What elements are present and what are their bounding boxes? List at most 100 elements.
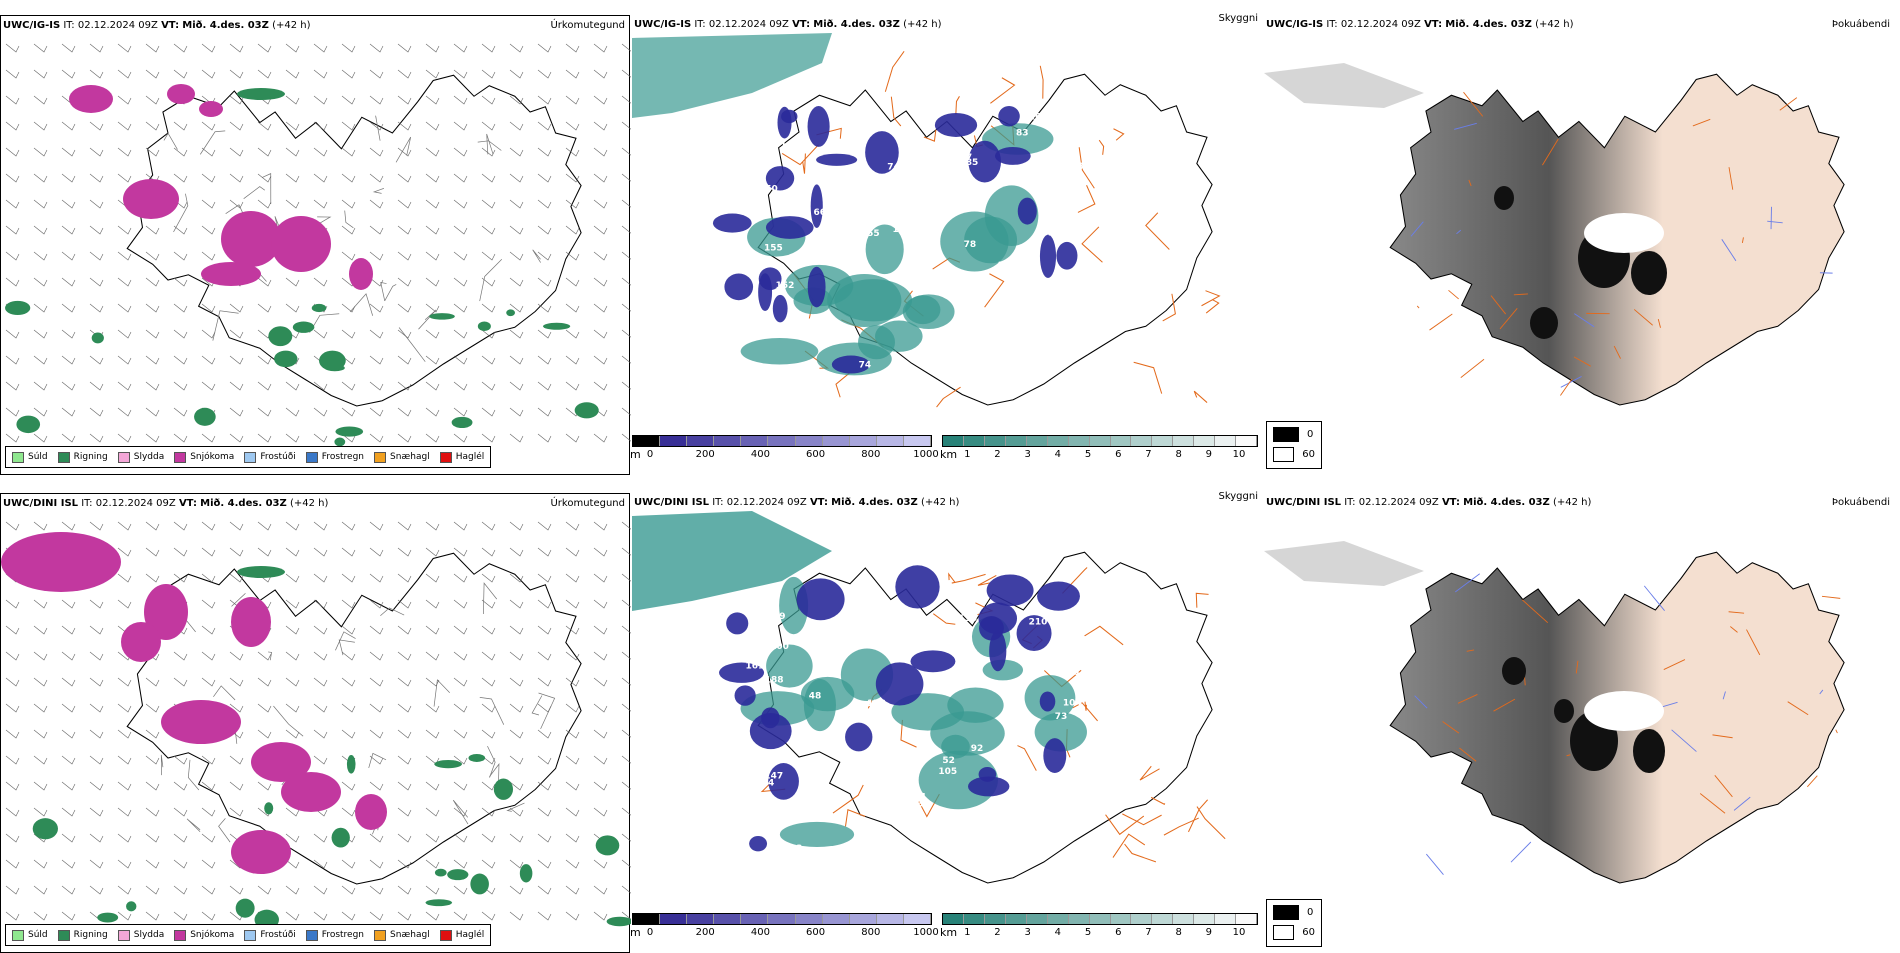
colorbar-tick: 7 <box>1145 449 1152 460</box>
legend-swatch <box>244 929 257 941</box>
precip-type-panel-bottom: UWC/DINI ISL IT: 02.12.2024 09Z VT: Mið.… <box>0 493 631 953</box>
legend-swatch <box>12 929 24 941</box>
colorbar-tick: 10 <box>1232 927 1246 938</box>
legend-swatch <box>244 451 257 463</box>
visibility-value-label: 46 <box>1038 333 1051 343</box>
precip-type-legend: Súld Rigning Slydda Snjókoma Frostúði Frostre… <box>5 446 492 468</box>
visibility-value-label: 119 <box>767 612 786 622</box>
panel-title: Skyggni <box>1218 491 1258 502</box>
legend-item: Frostregn <box>305 929 364 941</box>
precip-type-map <box>5 43 631 447</box>
fog-panel-bottom: UWC/DINI ISL IT: 02.12.2024 09Z VT: Mið.… <box>1264 493 1894 953</box>
visibility-value-label: 66 <box>813 208 826 218</box>
panel-title: Úrkomutegund <box>550 20 625 31</box>
legend-item: Snæhagl <box>374 929 430 941</box>
visibility-value-label: 98 <box>896 187 909 197</box>
colorbar-tick: 9 <box>1205 449 1213 460</box>
visibility-panel-bottom: UWC/DINI ISL IT: 02.12.2024 09Z VT: Mið.… <box>630 491 1262 953</box>
visibility-value-label: 69 <box>872 620 885 630</box>
visibility-value-label: 84 <box>1017 247 1030 257</box>
visibility-value-label: 135 <box>958 614 977 624</box>
visibility-value-label: 446 <box>810 795 829 805</box>
visibility-map: 188 74 105 147 155 446 104 187 126 87 35 100 92 127 16… <box>632 511 1226 884</box>
colorbar-unit: m <box>630 926 641 939</box>
fog-panel-top: UWC/IG-IS IT: 02.12.2024 09Z VT: Mið. 4.… <box>1264 15 1894 475</box>
visibility-value-label: 55 <box>867 229 880 239</box>
visibility-value-label: 154 <box>850 169 869 179</box>
visibility-value-label: 48 <box>809 691 822 701</box>
visibility-value-label: 155 <box>796 765 815 775</box>
colorbar-tick: 2 <box>994 927 1001 938</box>
visibility-value-label: 110 <box>834 717 853 727</box>
colorbar-unit: km <box>940 448 958 461</box>
legend-swatch <box>12 451 24 463</box>
legend-label: Rigning <box>73 930 108 940</box>
visibility-value-label: 93 <box>793 209 806 219</box>
panel-header: UWC/IG-IS IT: 02.12.2024 09Z VT: Mið. 4.… <box>1266 19 1574 30</box>
legend-item: Rigning <box>57 929 108 941</box>
visibility-value-label: 136 <box>1071 162 1090 172</box>
visibility-value-label: 204 <box>756 778 775 788</box>
panel-header: UWC/IG-IS IT: 02.12.2024 09Z VT: Mið. 4.… <box>3 20 311 31</box>
colorbar-tick: 7 <box>1145 927 1152 938</box>
visibility-value-label: 83 <box>1016 129 1029 139</box>
legend-item: Frostúði <box>244 929 296 941</box>
legend-label: Slydda <box>133 930 165 940</box>
legend-swatch <box>305 451 318 463</box>
visibility-value-label: 33 <box>939 366 952 376</box>
legend-label: Súld <box>28 452 48 462</box>
legend-label: Snjókoma <box>190 452 235 462</box>
panel-title: Úrkomutegund <box>550 498 625 509</box>
visibility-value-label: 158 <box>867 699 886 709</box>
colorbar-tick: 3 <box>1024 449 1031 460</box>
legend-label: Súld <box>28 930 48 940</box>
colorbar-tick: 2 <box>994 449 1001 460</box>
visibility-value-label: 62 <box>1042 229 1055 239</box>
colorbar-tick: 8 <box>1175 927 1182 938</box>
visibility-value-label: 947 <box>807 763 826 773</box>
colorbar-tick: 6 <box>1115 449 1122 460</box>
visibility-value-label: 146 <box>985 846 1004 856</box>
visibility-value-label: 210 <box>1029 618 1048 628</box>
colorbar-tick: 4 <box>1054 449 1062 460</box>
visibility-value-label: 161 <box>742 329 761 339</box>
colorbar-tick: 0 <box>646 449 654 460</box>
legend-item: Frostregn <box>305 451 364 463</box>
visibility-value-label: 159 <box>1010 730 1029 740</box>
cloudbase-colorbar: km 1 2 3 4 5 6 7 8 9 10 <box>940 913 1258 947</box>
colorbar-tick: 600 <box>806 927 826 938</box>
legend-swatch <box>439 929 452 941</box>
height-colorbar: m 0 200 400 600 800 1000 <box>630 435 939 469</box>
colorbar-tick: 6 <box>1115 927 1122 938</box>
visibility-value-label: 161 <box>745 662 764 672</box>
legend-swatch <box>305 929 318 941</box>
colorbar-tick: 800 <box>861 449 881 460</box>
visibility-value-label: 85 <box>966 158 979 168</box>
fog-map <box>1264 63 1845 406</box>
panel-title: Þokuábendi <box>1831 497 1890 508</box>
visibility-value-label: 218 <box>987 843 1006 853</box>
colorbar-tick: 5 <box>1084 927 1092 938</box>
visibility-value-label: 90 <box>1043 336 1056 346</box>
visibility-value-label: 74 <box>887 162 900 172</box>
visibility-value-label: 188 <box>765 675 784 685</box>
legend-label: Rigning <box>73 452 108 462</box>
visibility-value-label: 122 <box>917 197 936 207</box>
visibility-value-label: 152 <box>776 281 795 291</box>
colorbar-tick: 1000 <box>913 449 939 460</box>
panel-title: Skyggni <box>1218 13 1258 24</box>
visibility-value-label: 131 <box>911 800 930 810</box>
precip-type-panel-top: UWC/IG-IS IT: 02.12.2024 09Z VT: Mið. 4.… <box>0 15 631 475</box>
panel-header: UWC/DINI ISL IT: 02.12.2024 09Z VT: Mið.… <box>634 497 960 508</box>
legend-label: Snjókoma <box>190 930 235 940</box>
legend-item: Slydda <box>117 929 165 941</box>
visibility-value-label: 74 <box>1074 758 1087 768</box>
visibility-value-label: 157 <box>997 261 1016 271</box>
legend-item: Súld <box>12 451 48 463</box>
visibility-value-label: 126 <box>1056 620 1075 630</box>
visibility-value-label: 168 <box>923 171 942 181</box>
legend-label: Haglél <box>455 930 485 940</box>
legend-swatch <box>57 451 70 463</box>
colorbar-unit: m <box>630 448 641 461</box>
precip-type-legend: Súld Rigning Slydda Snjókoma Frostúði Frostre… <box>5 924 492 946</box>
